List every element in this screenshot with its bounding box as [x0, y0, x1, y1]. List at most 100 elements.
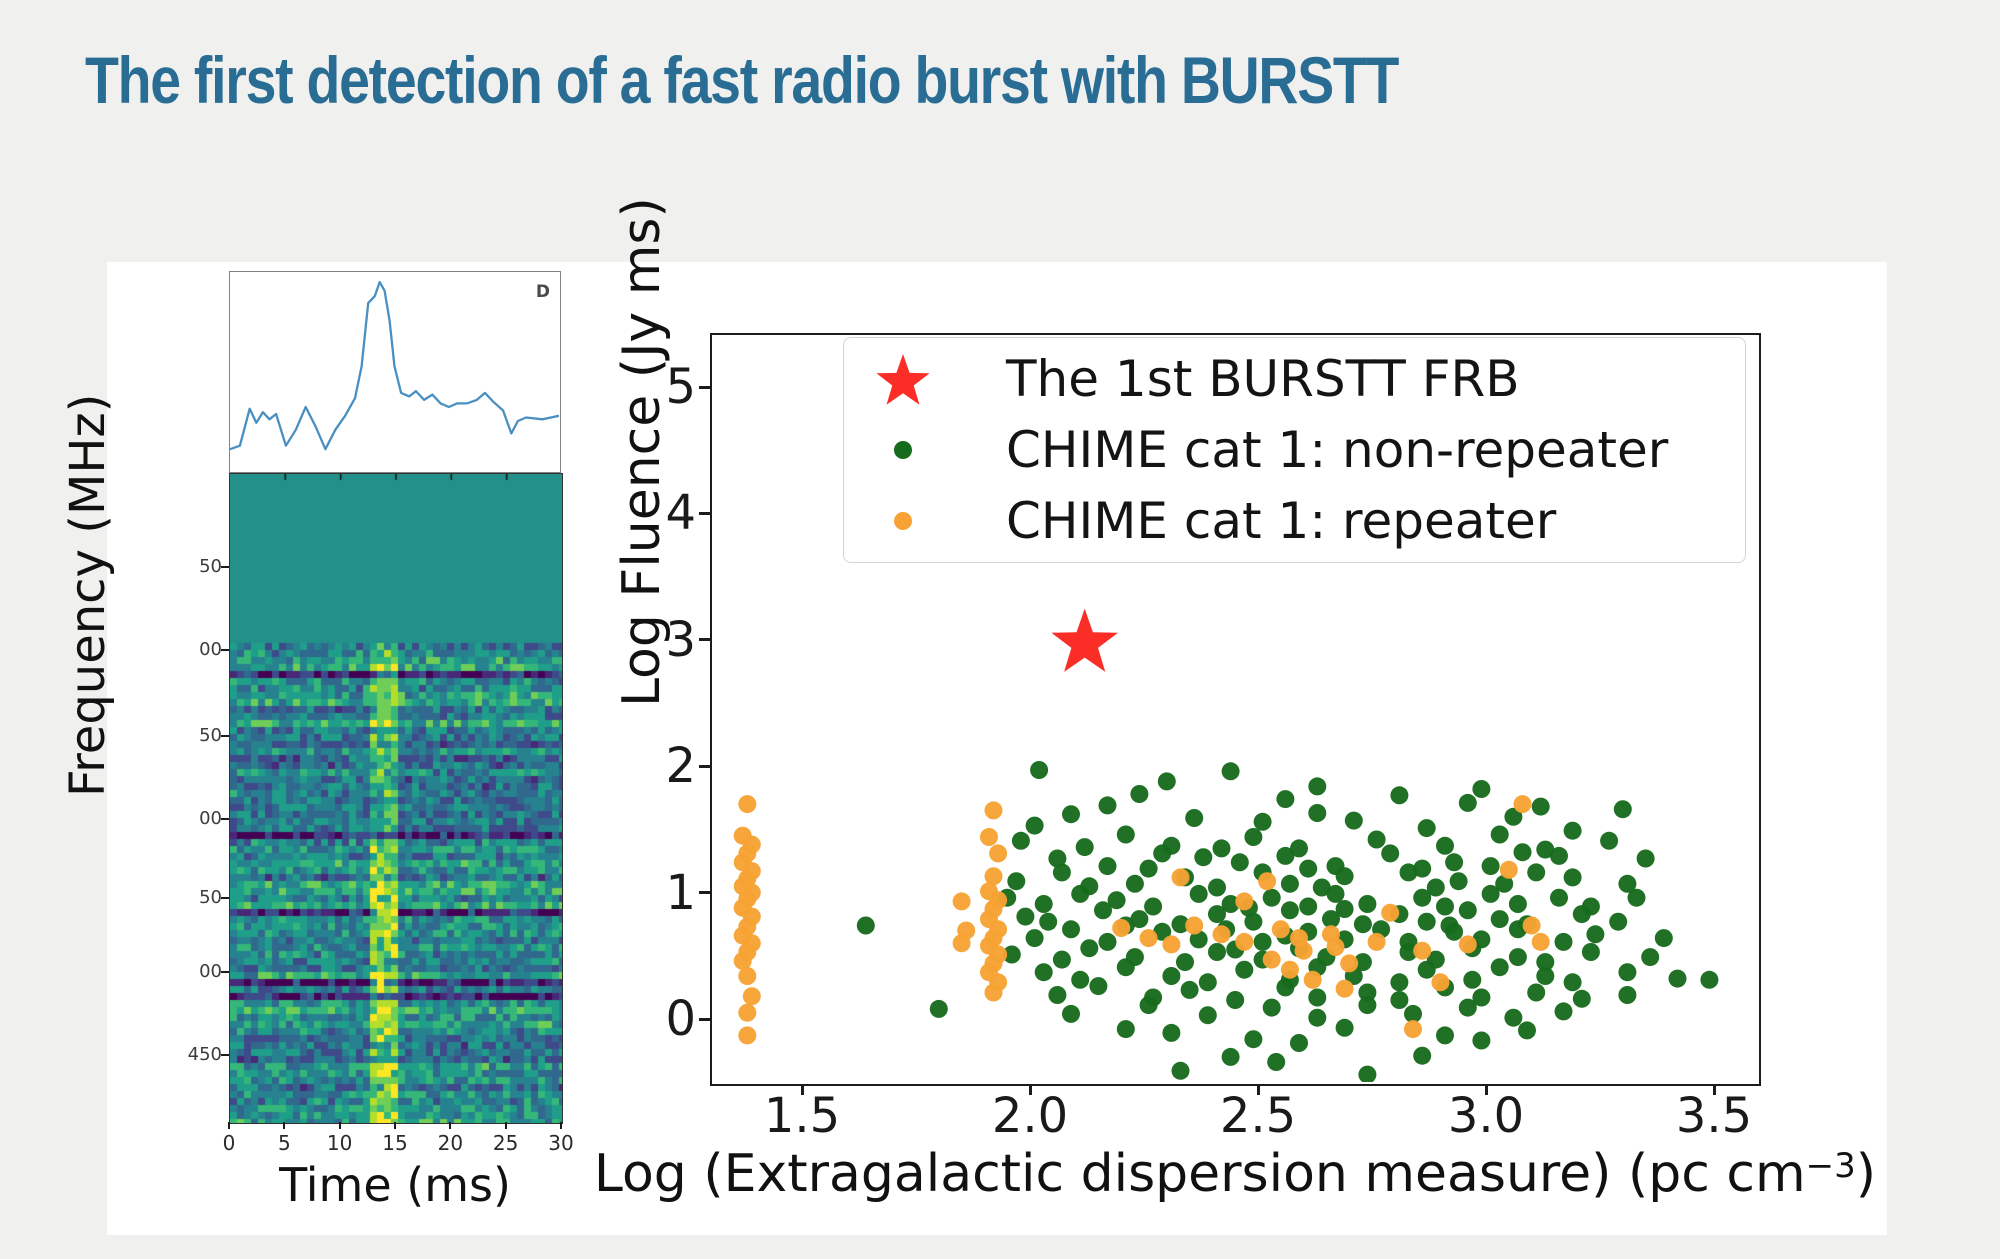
freq-tick-mark [221, 1054, 229, 1056]
nonrepeater-point [1358, 983, 1377, 1002]
x-tick-label: 3.0 [1447, 1088, 1525, 1144]
nonrepeater-point [1221, 1047, 1240, 1066]
nonrepeater-point [1413, 888, 1432, 907]
nonrepeater-point [1276, 978, 1295, 997]
nonrepeater-point [1157, 772, 1176, 791]
nonrepeater-point [1198, 1006, 1217, 1025]
repeater-point [980, 828, 998, 846]
nonrepeater-point [1230, 853, 1249, 872]
nonrepeater-point [1554, 1002, 1573, 1021]
time-axis-label: Time (ms) [279, 1158, 511, 1212]
nonrepeater-point [1536, 953, 1555, 972]
dot-icon [844, 490, 962, 552]
time-tick-mark [338, 1122, 341, 1129]
nonrepeater-point [1052, 863, 1071, 882]
nonrepeater-point [1381, 844, 1400, 863]
freq-tick-mark [221, 735, 229, 737]
time-tick-mark [504, 1122, 507, 1129]
nonrepeater-point [1016, 907, 1035, 926]
nonrepeater-point [1144, 897, 1163, 916]
repeater-point [1458, 935, 1477, 954]
nonrepeater-point [1495, 874, 1514, 893]
nonrepeater-point [1436, 1026, 1454, 1045]
nonrepeater-point [1071, 884, 1090, 903]
nonrepeater-point [1518, 1021, 1536, 1040]
nonrepeater-point [1572, 989, 1591, 1008]
nonrepeater-point [1052, 950, 1071, 969]
repeater-point [1185, 916, 1204, 935]
nonrepeater-point [1080, 939, 1099, 958]
nonrepeater-point [1153, 844, 1172, 863]
nonrepeater-point [1490, 958, 1509, 977]
nonrepeater-point [1613, 800, 1632, 819]
x-tick-mark [1712, 1084, 1716, 1095]
freq-tick-label: 50 [199, 556, 222, 577]
slide-title: The first detection of a fast radio burs… [85, 43, 1399, 117]
frb-star-marker [1051, 608, 1118, 672]
nonrepeater-point [1490, 825, 1509, 844]
nonrepeater-point [1463, 970, 1482, 989]
nonrepeater-point [1212, 839, 1231, 858]
nonrepeater-point [1417, 912, 1436, 931]
repeater-point [1303, 970, 1322, 989]
x-tick-label: 2.0 [991, 1088, 1069, 1144]
nonrepeater-point [1098, 857, 1117, 876]
nonrepeater-point [1472, 780, 1491, 798]
freq-tick-label: 00 [199, 808, 222, 829]
nonrepeater-point [1011, 831, 1030, 850]
nonrepeater-point [1581, 943, 1600, 961]
nonrepeater-point [1536, 840, 1555, 859]
freq-tick-label: 50 [199, 725, 222, 746]
nonrepeater-point [1208, 943, 1226, 961]
nonrepeater-point [1367, 830, 1386, 849]
nonrepeater-point [1125, 874, 1144, 893]
nonrepeater-point [1139, 859, 1158, 878]
nonrepeater-point [1299, 859, 1318, 878]
nonrepeater-point [1253, 812, 1272, 831]
repeater-point [1326, 938, 1345, 956]
freq-tick-mark [221, 971, 229, 973]
freq-tick-mark [221, 649, 229, 651]
nonrepeater-point [1048, 986, 1067, 1004]
time-tick-label: 15 [382, 1131, 408, 1155]
time-tick-mark [560, 1122, 562, 1129]
nonrepeater-point [1308, 1008, 1327, 1027]
repeater-point [1139, 929, 1158, 948]
repeater-point [1171, 868, 1190, 887]
legend-item-label: The 1st BURSTT FRB [1006, 350, 1520, 409]
repeater-point [738, 1026, 757, 1045]
nonrepeater-point [1390, 991, 1409, 1009]
legend: The 1st BURSTT FRB CHIME cat 1: non-repe… [843, 337, 1746, 563]
repeater-point [1162, 935, 1181, 954]
legend-item-burstt-frb: The 1st BURSTT FRB [844, 344, 1745, 414]
nonrepeater-point [1244, 1030, 1263, 1049]
nonrepeater-point [1527, 863, 1546, 882]
repeater-point [1381, 903, 1400, 922]
nonrepeater-point [1600, 831, 1619, 850]
nonrepeater-point [1700, 970, 1719, 989]
time-tick-label: 10 [326, 1131, 353, 1155]
nonrepeater-point [1404, 1004, 1422, 1023]
nonrepeater-point [1449, 872, 1468, 891]
nonrepeater-point [1007, 872, 1026, 891]
repeater-point [1235, 932, 1254, 951]
freq-tick-label: 00 [199, 639, 222, 660]
nonrepeater-point [1399, 863, 1418, 882]
y-tick-label: 3 [665, 611, 696, 668]
time-tick-label: 20 [437, 1131, 464, 1155]
nonrepeater-point [1280, 901, 1299, 920]
nonrepeater-point [1262, 998, 1281, 1017]
nonrepeater-point [1618, 874, 1637, 893]
nonrepeater-point [1171, 1061, 1190, 1080]
nonrepeater-point [1071, 970, 1090, 989]
repeater-point [1522, 916, 1541, 935]
nonrepeater-point [1098, 932, 1117, 951]
nonrepeater-point [1116, 958, 1135, 977]
repeater-point [1235, 892, 1254, 911]
nonrepeater-point [1641, 948, 1660, 967]
repeater-point [1413, 941, 1432, 960]
nonrepeater-point [1426, 878, 1445, 897]
nonrepeater-point [1436, 836, 1454, 855]
nonrepeater-point [1308, 988, 1327, 1007]
y-tick-label: 1 [665, 864, 696, 921]
